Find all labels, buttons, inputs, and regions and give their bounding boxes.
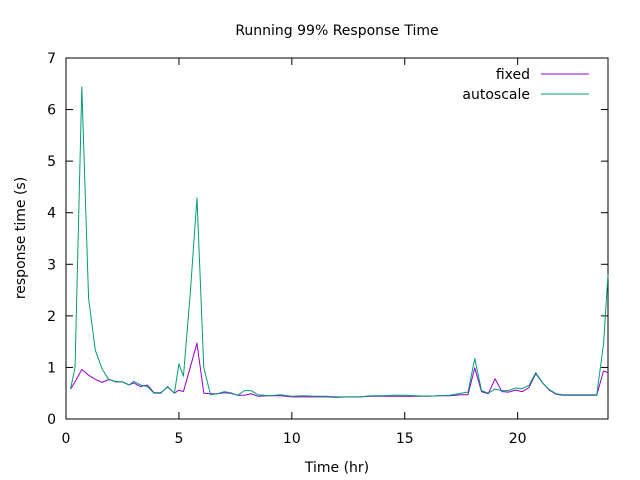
series-lines: [70, 86, 609, 398]
chart-title: Running 99% Response Time: [235, 23, 438, 39]
x-axis-label: Time (hr): [304, 460, 369, 476]
y-tick-label: 6: [47, 103, 56, 119]
x-tick-label: 10: [283, 431, 301, 447]
legend-label-autoscale: autoscale: [462, 87, 530, 103]
y-tick-label: 4: [47, 206, 56, 222]
series-line-fixed: [70, 342, 609, 398]
y-tick-label: 1: [47, 360, 56, 376]
y-axis-ticks: 0 1 2 3 4 5 6 7: [47, 51, 608, 428]
legend-label-fixed: fixed: [496, 67, 530, 83]
y-axis-label: response time (s): [13, 177, 29, 299]
plot-frame: [65, 57, 609, 420]
y-tick-label: 0: [47, 412, 56, 428]
x-tick-label: 5: [174, 431, 183, 447]
x-tick-label: 15: [396, 431, 414, 447]
x-axis-ticks: 0 5 10 15 20: [62, 58, 527, 447]
legend: fixed autoscale: [462, 67, 589, 103]
y-tick-label: 2: [47, 309, 56, 325]
y-tick-label: 5: [47, 154, 56, 170]
y-tick-label: 7: [47, 51, 56, 67]
y-tick-label: 3: [47, 257, 56, 273]
x-tick-label: 0: [62, 431, 71, 447]
x-tick-label: 20: [509, 431, 527, 447]
series-line-autoscale: [70, 86, 609, 398]
